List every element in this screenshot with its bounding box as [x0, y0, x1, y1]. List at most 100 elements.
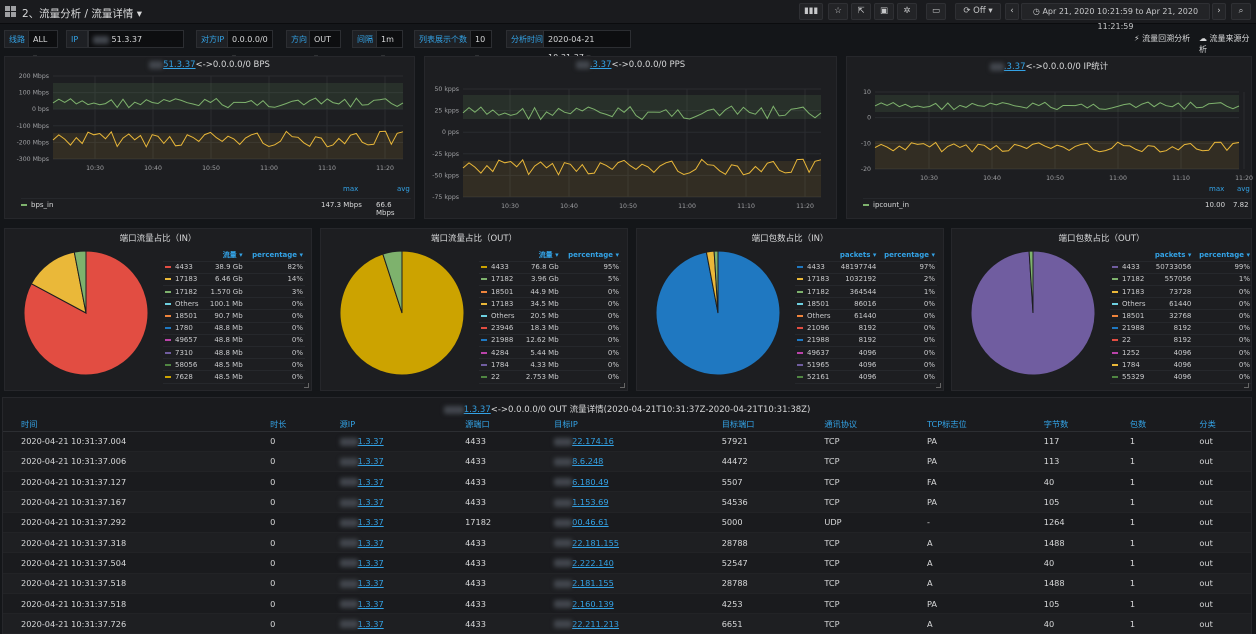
legend-row[interactable]: 52161 4096 0%	[795, 370, 937, 384]
column-header[interactable]: 目标端口	[703, 418, 807, 432]
resize-handle[interactable]	[1244, 383, 1249, 388]
legend-header[interactable]: packets ▾	[835, 249, 879, 262]
table-cell[interactable]: 2.160.139	[536, 593, 704, 615]
star-button[interactable]: ☆	[828, 3, 848, 20]
pie-title[interactable]: 端口流量占比（IN）	[119, 234, 197, 244]
pie-title[interactable]: 端口流量占比（OUT）	[430, 234, 518, 244]
table-cell[interactable]: 8.6.248	[536, 451, 704, 473]
legend-row[interactable]: 23946 18.3 Mb 0%	[479, 322, 621, 335]
legend-header[interactable]: percentage ▾	[560, 249, 621, 262]
legend-row[interactable]: Others 61440 0%	[795, 309, 937, 323]
column-header[interactable]: 字节数	[1025, 418, 1112, 432]
legend-row[interactable]: 4433 48197744 97%	[795, 261, 937, 274]
legend-row[interactable]: 7628 48.5 Mb 0%	[163, 370, 305, 384]
column-header[interactable]: 时长	[252, 418, 322, 432]
table-cell[interactable]: 22.211.213	[536, 613, 704, 634]
table-cell[interactable]: 6.180.49	[536, 471, 704, 493]
table-cell[interactable]: 1.3.37	[321, 512, 448, 533]
legend-row[interactable]: Others 20.5 Mb 0%	[479, 309, 621, 323]
time-select[interactable]: 2020-04-21 10:31:37 ▾	[543, 30, 631, 62]
legend-row[interactable]: 22 8192 0%	[1110, 334, 1252, 348]
legend-row[interactable]: 58056 48.5 Mb 0%	[163, 358, 305, 372]
column-header[interactable]: 源端口	[447, 418, 537, 432]
legend-row[interactable]: 1252 4096 0%	[1110, 346, 1252, 360]
zoom-out-button[interactable]: ⌕	[1231, 3, 1251, 20]
table-cell[interactable]: 1.3.37	[321, 573, 448, 594]
legend-row[interactable]: 4433 76.8 Gb 95%	[479, 261, 621, 274]
legend-header[interactable]: 流量 ▾	[204, 249, 245, 262]
pps-title-ip[interactable]: .3.37	[589, 60, 612, 70]
resize-handle[interactable]	[620, 383, 625, 388]
legend-row[interactable]: 18501 90.7 Mb 0%	[163, 309, 305, 323]
legend-row[interactable]: Others 61440 0%	[1110, 297, 1252, 311]
time-range-picker[interactable]: ◷ Apr 21, 2020 10:21:59 to Apr 21, 2020 …	[1021, 3, 1210, 31]
ipc-title-ip[interactable]: .3.37	[1003, 62, 1026, 72]
legend-row[interactable]: 21096 8192 0%	[795, 322, 937, 335]
column-header[interactable]: 通讯协议	[806, 418, 909, 432]
legend-row[interactable]: 1780 48.8 Mb 0%	[163, 322, 305, 335]
column-header[interactable]: TCP标志位	[909, 418, 1026, 432]
legend-row[interactable]: 17182 1.570 Gb 3%	[163, 285, 305, 299]
pps-title[interactable]: .3.37<->0.0.0.0/0 PPS	[425, 60, 836, 70]
table-title-ip[interactable]: 1.3.37	[463, 405, 491, 415]
legend-row[interactable]: Others 100.1 Mb 0%	[163, 297, 305, 311]
legend-row[interactable]: 17182 3.96 Gb 5%	[479, 273, 621, 287]
table-cell[interactable]: 1.3.37	[321, 532, 448, 554]
column-header[interactable]: 源IP	[321, 418, 448, 432]
legend-row[interactable]: 17183 34.5 Mb 0%	[479, 297, 621, 311]
legend-row[interactable]: 21988 8192 0%	[795, 334, 937, 348]
legend-header[interactable]: percentage ▾	[1193, 249, 1252, 262]
legend-row[interactable]: 49637 4096 0%	[795, 346, 937, 360]
settings-button[interactable]: ✲	[897, 3, 917, 20]
legend-row[interactable]: 17183 1032192 2%	[795, 273, 937, 287]
column-header[interactable]: 分类	[1181, 418, 1251, 432]
legend-header[interactable]: packets ▾	[1150, 249, 1194, 262]
source-analysis-link[interactable]: ☁ 流量来源分析	[1199, 33, 1256, 55]
refresh-picker[interactable]: ⟳ Off ▾	[955, 3, 1001, 20]
time-forward-button[interactable]: ›	[1212, 3, 1226, 20]
legend-row[interactable]: 4433 38.9 Gb 82%	[163, 261, 305, 274]
legend-row[interactable]: 4284 5.44 Mb 0%	[479, 346, 621, 360]
legend-row[interactable]: 51965 4096 0%	[795, 358, 937, 372]
pie-title[interactable]: 端口包数占比（IN）	[751, 234, 829, 244]
table-cell[interactable]: 22.174.16	[536, 431, 704, 452]
count-select[interactable]: 10 ▾	[470, 30, 492, 62]
resize-handle[interactable]	[304, 383, 309, 388]
table-cell[interactable]: 22.181.155	[536, 532, 704, 554]
legend-header[interactable]: percentage ▾	[878, 249, 937, 262]
table-cell[interactable]: 1.3.37	[321, 613, 448, 634]
column-header[interactable]: 时间	[3, 418, 253, 432]
legend-row[interactable]: 18501 44.9 Mb 0%	[479, 285, 621, 299]
peer-ip-select[interactable]: 0.0.0.0/0 ▾	[227, 30, 273, 62]
legend-row[interactable]: 21988 8192 0%	[1110, 322, 1252, 335]
column-header[interactable]: 目标IP	[536, 418, 704, 432]
legend-row[interactable]: 17182 364544 1%	[795, 285, 937, 299]
save-button[interactable]: ▣	[874, 3, 894, 20]
add-panel-button[interactable]: ▮▮▮	[799, 3, 823, 20]
legend-row[interactable]: 1784 4.33 Mb 0%	[479, 358, 621, 372]
legend-row[interactable]: 17183 73728 0%	[1110, 285, 1252, 299]
legend-row[interactable]: 4433 50733056 99%	[1110, 261, 1252, 274]
dashboard-title[interactable]: 2、流量分析 / 流量详情 ▾	[22, 8, 143, 20]
pie-title[interactable]: 端口包数占比（OUT）	[1058, 234, 1145, 244]
ipc-title[interactable]: .3.37<->0.0.0.0/0 IP统计	[847, 60, 1251, 72]
legend-header[interactable]: percentage ▾	[244, 249, 305, 262]
table-cell[interactable]: 1.3.37	[321, 593, 448, 615]
grid-icon[interactable]	[5, 6, 16, 17]
legend-row[interactable]: 17183 6.46 Gb 14%	[163, 273, 305, 287]
legend-row[interactable]: 22 2.753 Mb 0%	[479, 370, 621, 384]
time-back-button[interactable]: ‹	[1005, 3, 1019, 20]
interval-select[interactable]: 1m ▾	[376, 30, 403, 62]
table-cell[interactable]: 1.3.37	[321, 431, 448, 452]
legend-header[interactable]: 流量 ▾	[520, 249, 561, 262]
legend-row[interactable]: 55329 4096 0%	[1110, 370, 1252, 384]
table-cell[interactable]: 2.222.140	[536, 552, 704, 574]
legend-row[interactable]: 18501 86016 0%	[795, 297, 937, 311]
table-cell[interactable]: 1.3.37	[321, 552, 448, 574]
line-select[interactable]: ALL ▾	[28, 30, 58, 62]
resize-handle[interactable]	[936, 383, 941, 388]
bps-legend-row[interactable]: bps_in 147.3 Mbps 66.6 Mbps	[21, 198, 411, 217]
ipc-legend-row[interactable]: ipcount_in 10.00 7.82	[863, 198, 1251, 209]
column-header[interactable]: 包数	[1111, 418, 1182, 432]
legend-row[interactable]: 17182 557056 1%	[1110, 273, 1252, 287]
